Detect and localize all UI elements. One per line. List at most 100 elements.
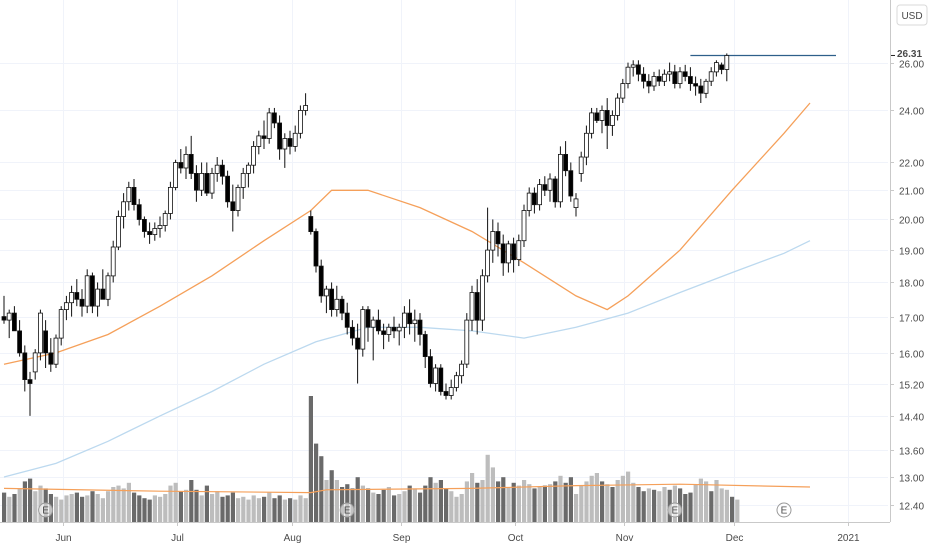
volume-bar [251, 495, 256, 522]
volume-bar [22, 481, 27, 522]
candle [193, 165, 199, 202]
candle-body [1, 316, 7, 321]
earnings-marker[interactable] [776, 502, 792, 518]
price-tick-label: 13.60 [899, 447, 924, 458]
volume-bar [303, 498, 308, 522]
candle-body [297, 110, 303, 134]
candle [578, 151, 584, 182]
candle-body [427, 356, 433, 384]
candle [547, 173, 553, 202]
candle-body [136, 204, 142, 220]
candle-body [355, 337, 361, 350]
candle [646, 74, 652, 94]
candle [651, 71, 657, 91]
candle-body [58, 309, 64, 339]
volume-bar [147, 499, 152, 522]
candle-body [407, 312, 413, 325]
earnings-marker[interactable] [339, 502, 355, 518]
volume-bar [293, 499, 298, 522]
candle-body [584, 132, 589, 158]
candle-body [636, 64, 641, 75]
volume-bar [262, 496, 267, 522]
volume-bar [449, 491, 454, 522]
candle [474, 279, 480, 335]
price-axis[interactable]: 26.00 24.00 22.00 21.00 20.00 19.00 18.00 17.00… [890, 0, 928, 522]
candle-body [693, 83, 698, 87]
candle-body [604, 110, 610, 126]
volume-bar [54, 496, 59, 522]
candle [173, 159, 179, 191]
price-tick-label: 20.00 [899, 216, 924, 227]
candle-body [375, 319, 381, 332]
volume-bar [282, 499, 287, 522]
time-axis[interactable]: Jun Jul Aug Sep Oct Nov Dec 2021 [0, 522, 890, 544]
candle-body [505, 243, 511, 264]
volume-bar [355, 477, 360, 522]
candle [303, 93, 309, 116]
candle [329, 282, 335, 317]
candle [479, 269, 485, 331]
volume-bar [490, 467, 495, 522]
candle [511, 237, 517, 273]
candle [261, 120, 267, 150]
candle [245, 162, 251, 188]
volume-bar [308, 396, 313, 522]
volume-bar [329, 470, 334, 522]
volume-bar [412, 488, 417, 522]
candle [308, 210, 314, 235]
candle-body [656, 76, 662, 82]
price-tick-label: 18.00 [899, 279, 924, 290]
currency-box[interactable] [896, 4, 928, 26]
earnings-marker[interactable] [667, 502, 683, 518]
volume-bar [121, 488, 126, 522]
candle [630, 60, 636, 77]
candle-body [110, 246, 116, 277]
candle-body [277, 122, 283, 150]
candle [282, 133, 288, 168]
volume-bar [709, 491, 714, 522]
ma-long-line [3, 240, 811, 478]
volume-bar [522, 480, 527, 522]
candle [167, 181, 173, 220]
candle [152, 222, 158, 241]
candle [459, 360, 465, 384]
candle-body [448, 387, 454, 396]
candle [209, 167, 215, 199]
candle-body [599, 110, 605, 121]
volume-bar [714, 480, 719, 522]
candle-body [443, 391, 449, 396]
volume-bar [438, 480, 443, 522]
candle [79, 289, 85, 317]
candle-body [74, 292, 80, 300]
candle [427, 349, 433, 388]
volume-bar [626, 471, 631, 522]
volume-bar [657, 491, 662, 522]
candle [287, 130, 293, 155]
volume-bar [501, 477, 506, 522]
candle-body [594, 112, 600, 121]
candle [443, 383, 449, 400]
volume-bar [579, 485, 584, 522]
candle [339, 295, 345, 321]
volume-bar [199, 495, 204, 522]
candle-body [511, 243, 517, 261]
time-tick-label: Dec [726, 533, 744, 544]
earnings-marker[interactable] [38, 502, 54, 518]
candle-body [162, 213, 168, 226]
price-tick-label: 24.00 [899, 107, 924, 118]
candle [724, 53, 730, 82]
candle-body [459, 363, 465, 377]
candle [370, 316, 376, 361]
candle [495, 222, 501, 257]
volume-bar [407, 485, 412, 522]
candle-body [344, 312, 350, 328]
candle [22, 345, 28, 392]
candle [375, 309, 381, 335]
volume-bar [641, 491, 646, 522]
candle [610, 110, 615, 136]
candle-body [282, 138, 288, 150]
candle-body [199, 172, 205, 191]
candle [188, 135, 194, 179]
